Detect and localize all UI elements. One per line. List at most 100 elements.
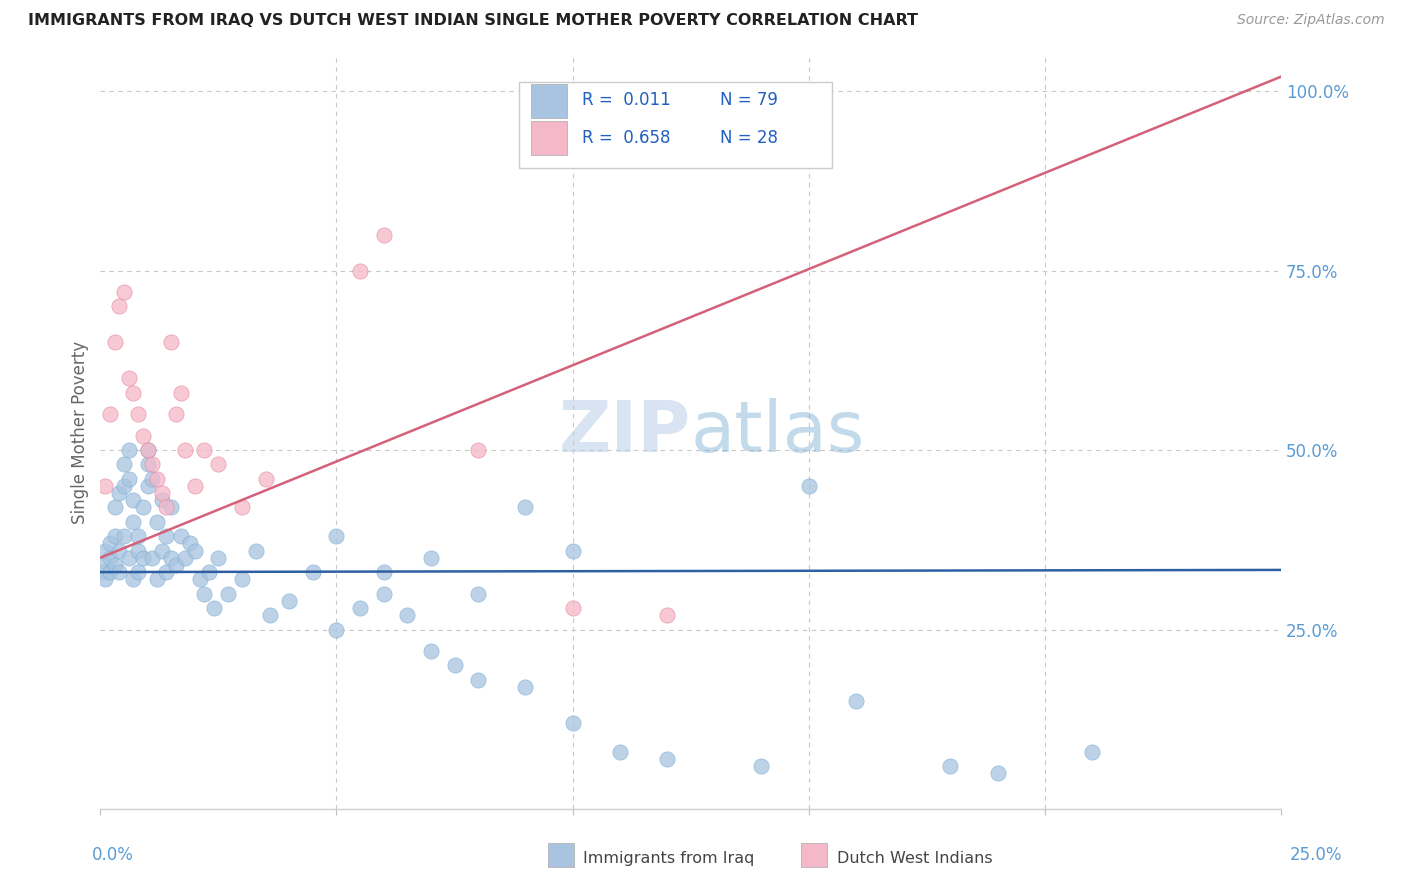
Text: R =  0.658: R = 0.658 bbox=[582, 129, 671, 147]
Point bbox=[349, 601, 371, 615]
Point bbox=[122, 385, 145, 400]
Point bbox=[118, 443, 141, 458]
Point bbox=[231, 572, 253, 586]
Point bbox=[254, 472, 277, 486]
Point bbox=[467, 586, 489, 600]
Point bbox=[160, 550, 183, 565]
Point bbox=[302, 565, 325, 579]
FancyBboxPatch shape bbox=[531, 121, 567, 155]
Text: N = 79: N = 79 bbox=[720, 91, 778, 110]
FancyBboxPatch shape bbox=[531, 84, 567, 118]
Point bbox=[94, 479, 117, 493]
Point bbox=[349, 263, 371, 277]
Point bbox=[150, 486, 173, 500]
Point bbox=[184, 479, 207, 493]
Point bbox=[987, 766, 1010, 780]
Text: ZIP: ZIP bbox=[558, 398, 690, 467]
Point bbox=[103, 529, 125, 543]
Point bbox=[136, 479, 159, 493]
Text: Immigrants from Iraq: Immigrants from Iraq bbox=[583, 851, 755, 865]
Text: Dutch West Indians: Dutch West Indians bbox=[837, 851, 993, 865]
Point bbox=[561, 543, 583, 558]
Point bbox=[169, 385, 191, 400]
Point bbox=[108, 543, 131, 558]
Point bbox=[160, 335, 183, 350]
Point bbox=[655, 608, 678, 623]
Point bbox=[515, 680, 537, 694]
Point bbox=[845, 694, 868, 708]
Point bbox=[160, 500, 183, 515]
Point bbox=[467, 443, 489, 458]
Point bbox=[419, 550, 441, 565]
Point bbox=[150, 493, 173, 508]
Point bbox=[118, 371, 141, 385]
Point bbox=[141, 550, 163, 565]
Point bbox=[231, 500, 253, 515]
Point bbox=[467, 673, 489, 687]
Point bbox=[122, 572, 145, 586]
Y-axis label: Single Mother Poverty: Single Mother Poverty bbox=[72, 341, 89, 524]
Point bbox=[98, 407, 121, 421]
Text: Source: ZipAtlas.com: Source: ZipAtlas.com bbox=[1237, 13, 1385, 28]
Text: R =  0.011: R = 0.011 bbox=[582, 91, 671, 110]
Point bbox=[127, 565, 149, 579]
Point bbox=[207, 458, 229, 472]
Point bbox=[98, 550, 121, 565]
Point bbox=[155, 529, 177, 543]
Point bbox=[179, 536, 201, 550]
Point bbox=[118, 472, 141, 486]
Point bbox=[103, 335, 125, 350]
Point bbox=[373, 586, 395, 600]
Point bbox=[193, 443, 215, 458]
Point bbox=[419, 644, 441, 658]
Point bbox=[141, 458, 163, 472]
Point bbox=[165, 407, 187, 421]
Point bbox=[1081, 745, 1104, 759]
Point bbox=[108, 486, 131, 500]
Point bbox=[174, 443, 197, 458]
Point bbox=[150, 543, 173, 558]
Point bbox=[174, 550, 197, 565]
Point bbox=[118, 550, 141, 565]
Point bbox=[132, 550, 155, 565]
Point bbox=[245, 543, 267, 558]
Point bbox=[122, 493, 145, 508]
Point bbox=[103, 558, 125, 572]
Point bbox=[127, 529, 149, 543]
Point bbox=[112, 458, 135, 472]
Point bbox=[515, 500, 537, 515]
Point bbox=[396, 608, 419, 623]
FancyBboxPatch shape bbox=[519, 81, 832, 169]
Point bbox=[325, 529, 347, 543]
Point bbox=[188, 572, 211, 586]
Point bbox=[108, 565, 131, 579]
Text: IMMIGRANTS FROM IRAQ VS DUTCH WEST INDIAN SINGLE MOTHER POVERTY CORRELATION CHAR: IMMIGRANTS FROM IRAQ VS DUTCH WEST INDIA… bbox=[28, 13, 918, 29]
Point bbox=[751, 759, 773, 773]
Point bbox=[127, 543, 149, 558]
Point bbox=[136, 443, 159, 458]
Point bbox=[94, 558, 117, 572]
Point bbox=[136, 458, 159, 472]
Point bbox=[165, 558, 187, 572]
Point bbox=[609, 745, 631, 759]
Text: 0.0%: 0.0% bbox=[91, 846, 134, 863]
Point bbox=[561, 601, 583, 615]
Point bbox=[132, 500, 155, 515]
Point bbox=[155, 500, 177, 515]
Text: 25.0%: 25.0% bbox=[1291, 846, 1343, 863]
Point bbox=[141, 472, 163, 486]
Point bbox=[373, 227, 395, 242]
Point bbox=[146, 515, 169, 529]
Point bbox=[797, 479, 820, 493]
Point bbox=[91, 565, 114, 579]
Point bbox=[94, 543, 117, 558]
Point bbox=[132, 428, 155, 442]
Point bbox=[136, 443, 159, 458]
Point bbox=[94, 572, 117, 586]
Point bbox=[169, 529, 191, 543]
Point bbox=[325, 623, 347, 637]
Point bbox=[146, 572, 169, 586]
Point bbox=[112, 479, 135, 493]
Point bbox=[198, 565, 221, 579]
Point bbox=[373, 565, 395, 579]
